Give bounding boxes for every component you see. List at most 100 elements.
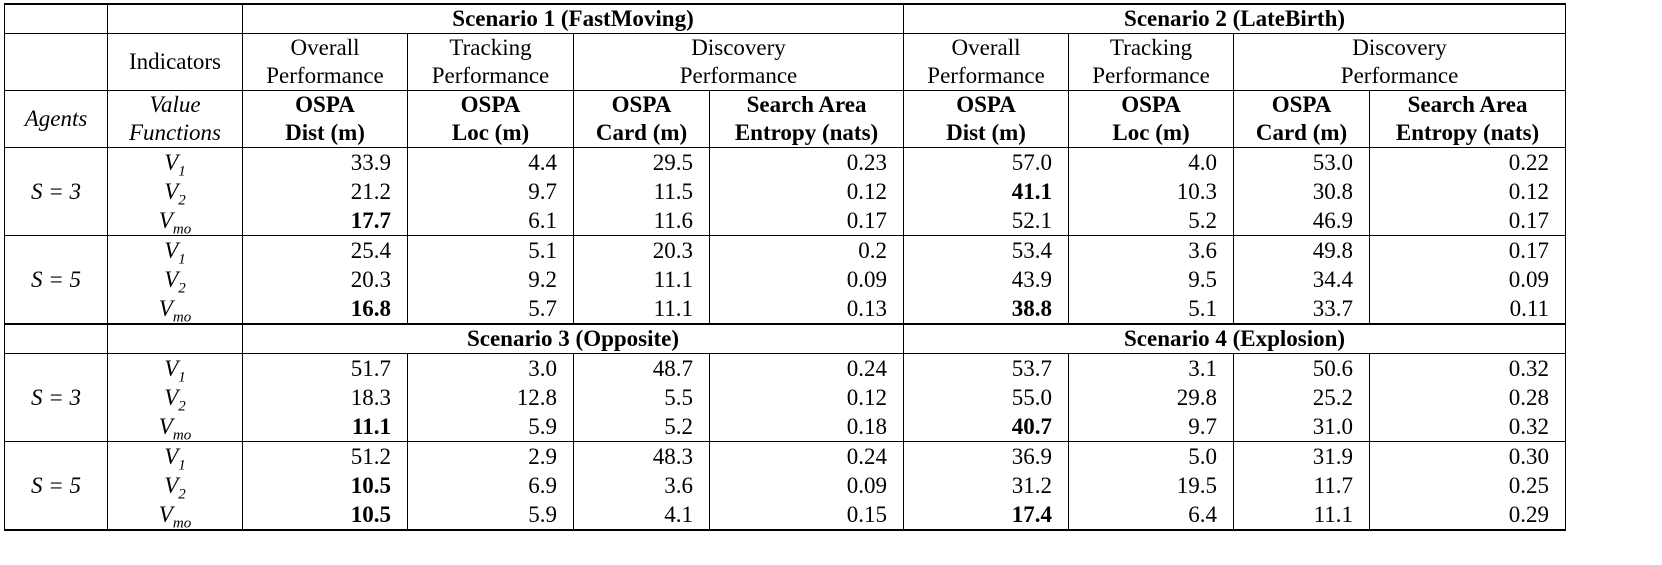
value-cell: 5.2 — [573, 412, 710, 442]
vf-sub: mo — [172, 427, 192, 444]
agents-cell: S = 3 — [4, 147, 108, 236]
metric-header: OSPA Loc (m) — [407, 90, 574, 148]
value-cell: 5.9 — [407, 500, 574, 530]
indicator-group: Tracking Performance — [407, 33, 574, 91]
value-cell: 0.30 — [1369, 441, 1567, 471]
vf-sub: 1 — [178, 369, 186, 386]
indicator-text: Performance — [1340, 63, 1459, 88]
value-cell: 6.9 — [407, 471, 574, 500]
value-cell: 9.5 — [1068, 265, 1235, 294]
indicator-row: Indicators Overall Performance Tracking Perf… — [4, 33, 1567, 91]
value-cell: 36.9 — [903, 441, 1070, 471]
metric-header: Search Area Entropy (nats) — [708, 90, 905, 148]
metric-text: Search Area — [746, 92, 867, 117]
data-row: S = 5 V1 51.2 2.9 48.3 0.24 36.9 5.0 31.9 0.30 — [4, 441, 1567, 530]
vf-base: V — [158, 295, 173, 321]
data-row: Vmo 16.8 5.7 11.1 0.13 38.8 5.1 33.7 0.11 — [5, 294, 1567, 326]
metric-text: Dist (m) — [946, 120, 1026, 145]
vf-base: V — [164, 355, 179, 381]
value-cell: 0.12 — [1369, 177, 1567, 206]
value-cell: 11.6 — [573, 206, 710, 236]
indicator-group: Discovery Performance — [572, 33, 905, 91]
metric-text: OSPA — [295, 92, 355, 117]
vf-sub: mo — [172, 221, 192, 238]
value-cell: 4.1 — [573, 500, 710, 530]
value-cell: 3.6 — [1068, 235, 1235, 265]
metric-text: Entropy (nats) — [1395, 120, 1540, 145]
value-cell: 48.7 — [573, 353, 710, 383]
value-cell: 0.25 — [1369, 471, 1567, 500]
indicator-text: Discovery — [1352, 35, 1447, 60]
value-cell: 0.32 — [1369, 412, 1567, 442]
empty-cell — [4, 33, 108, 91]
value-cell: 50.6 — [1233, 353, 1371, 383]
scenario-row: Scenario 3 (Opposite) Scenario 4 (Explosi… — [4, 323, 1567, 354]
indicators-label: Indicators — [107, 33, 243, 91]
value-cell: 0.09 — [708, 265, 905, 294]
value-cell: 51.7 — [242, 353, 408, 383]
value-cell: 0.23 — [708, 147, 905, 177]
value-cell: 0.24 — [708, 353, 905, 383]
vf-base: V — [164, 443, 179, 469]
scenario-title: Scenario 1 (FastMoving) — [241, 3, 905, 34]
metric-text: OSPA — [956, 92, 1016, 117]
data-row: Vmo 17.7 6.1 11.6 0.17 52.1 5.2 46.9 0.17 — [5, 206, 1567, 238]
value-cell: 31.2 — [903, 471, 1070, 500]
value-cell: 12.8 — [407, 383, 574, 412]
empty-cell — [107, 323, 243, 354]
vf-sub: 1 — [178, 457, 186, 474]
metric-header: OSPA Dist (m) — [903, 90, 1070, 148]
value-cell: 33.9 — [242, 147, 408, 177]
indicator-group: Tracking Performance — [1068, 33, 1235, 91]
value-cell: 0.29 — [1369, 500, 1567, 530]
indicator-text: Tracking — [449, 35, 532, 60]
vf-base: V — [158, 413, 173, 439]
value-cell: 10.3 — [1068, 177, 1235, 206]
value-cell: 5.7 — [407, 294, 574, 324]
value-function: V1 — [107, 441, 243, 474]
value-cell: 5.5 — [573, 383, 710, 412]
metric-text: Card (m) — [595, 120, 688, 145]
value-cell: 53.0 — [1233, 147, 1371, 177]
value-cell: 0.22 — [1369, 147, 1567, 177]
value-cell: 0.12 — [708, 383, 905, 412]
indicator-text: Overall — [290, 35, 360, 60]
value-function: V2 — [107, 177, 243, 208]
value-cell: 29.8 — [1068, 383, 1235, 412]
value-cell: 0.2 — [708, 235, 905, 265]
value-cell: 0.17 — [708, 206, 905, 236]
indicator-text: Performance — [431, 63, 550, 88]
metric-text: Loc (m) — [1112, 120, 1190, 145]
data-row: Vmo 10.5 5.9 4.1 0.15 17.4 6.4 11.1 0.29 — [5, 500, 1567, 531]
label-text: Functions — [129, 120, 221, 145]
value-cell: 3.0 — [407, 353, 574, 383]
metric-text: Search Area — [1407, 92, 1528, 117]
scenario-title: Scenario 4 (Explosion) — [903, 323, 1567, 354]
metric-row: Agents Value Functions OSPA Dist (m) OSPA Loc … — [4, 90, 1567, 148]
value-cell: 21.2 — [242, 177, 408, 206]
value-cell: 5.0 — [1068, 441, 1235, 471]
indicator-group: Discovery Performance — [1233, 33, 1567, 91]
indicator-text: Discovery — [691, 35, 786, 60]
value-cell: 16.8 — [242, 294, 408, 324]
value-cell: 0.24 — [708, 441, 905, 471]
value-cell: 30.8 — [1233, 177, 1371, 206]
value-cell: 5.9 — [407, 412, 574, 442]
indicator-group: Overall Performance — [903, 33, 1070, 91]
value-cell: 25.2 — [1233, 383, 1371, 412]
value-cell: 10.5 — [242, 500, 408, 530]
value-cell: 3.1 — [1068, 353, 1235, 383]
vf-sub: mo — [172, 309, 192, 326]
metric-text: OSPA — [1121, 92, 1181, 117]
metric-text: Dist (m) — [285, 120, 365, 145]
indicator-text: Tracking — [1109, 35, 1193, 60]
agents-label: Agents — [4, 90, 108, 148]
value-cell: 52.1 — [903, 206, 1070, 236]
indicator-text: Overall — [951, 35, 1021, 60]
data-row: S = 3 V1 51.7 3.0 48.7 0.24 53.7 3.1 50.6 0.32 — [4, 353, 1567, 442]
vf-sub: 2 — [178, 486, 186, 503]
value-cell: 0.17 — [1369, 235, 1567, 265]
value-function: V2 — [107, 265, 243, 296]
data-row: S = 5 V1 25.4 5.1 20.3 0.2 53.4 3.6 49.8 0.17 — [4, 235, 1567, 324]
metric-text: Entropy (nats) — [734, 120, 879, 145]
